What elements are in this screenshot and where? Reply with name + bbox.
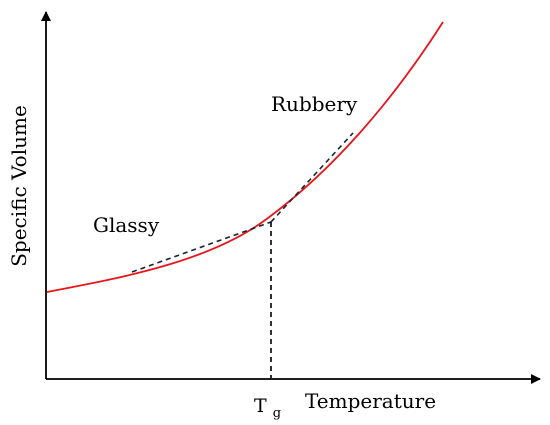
specific-volume-curve: [46, 21, 444, 293]
tg-label-subscript: g: [273, 406, 281, 421]
x-axis-label: Temperature: [305, 389, 436, 413]
rubbery-label: Rubbery: [271, 92, 358, 116]
glassy-tangent-dashed: [131, 221, 272, 273]
rubbery-tangent-dashed: [270, 132, 354, 223]
tg-label: T g: [254, 395, 281, 421]
tg-label-main: T: [254, 395, 267, 417]
y-axis-label: Specific Volume: [7, 105, 31, 267]
glassy-label: Glassy: [93, 213, 160, 237]
